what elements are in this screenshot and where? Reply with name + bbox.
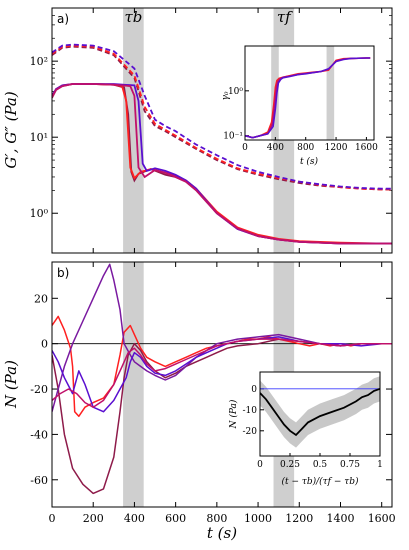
y-tick-label: 20 bbox=[34, 292, 48, 305]
ticks-a: 10⁰ 10¹ 10² bbox=[30, 8, 392, 253]
inset-y-tick-label: 10⁰ bbox=[228, 87, 243, 97]
series-b bbox=[52, 263, 392, 495]
inset-x-tick-label: 1200 bbox=[325, 143, 348, 153]
axes-frame-b bbox=[51, 261, 393, 508]
x-tick-label: 200 bbox=[83, 512, 104, 525]
x-tick-label: 1000 bbox=[244, 512, 272, 525]
x-tick-label: 1400 bbox=[326, 512, 354, 525]
inset-x-tick-label: 1 bbox=[377, 460, 383, 470]
x-tick-label: 0 bbox=[49, 512, 56, 525]
band-label-taub: τb bbox=[124, 8, 142, 26]
y-tick-label: -60 bbox=[30, 474, 48, 487]
x-tick-label: 600 bbox=[165, 512, 186, 525]
ticks-b: 0 200 400 600 800 1000 1200 1400 1600-60-40-2002… bbox=[30, 262, 396, 525]
series-a bbox=[52, 43, 392, 245]
y-tick-label: -40 bbox=[30, 428, 48, 441]
inset-x-tick-label: 1600 bbox=[355, 143, 378, 153]
series-line-dashed-6 bbox=[52, 43, 392, 190]
inset-x-tick-label: 400 bbox=[267, 143, 284, 153]
x-tick-label: 1200 bbox=[285, 512, 313, 525]
panel-label-a: a) bbox=[57, 12, 69, 26]
inset-y-tick-label: -20 bbox=[243, 427, 258, 437]
series-line-solid-3 bbox=[52, 83, 392, 245]
inset-b-ylabel: N (Pa) bbox=[228, 399, 239, 429]
shaded-band bbox=[123, 8, 144, 253]
series-line-4 bbox=[52, 338, 392, 408]
inset-b-frame bbox=[259, 371, 381, 457]
inset-a-ylabel: γ₀ bbox=[221, 91, 231, 100]
y-tick-label: 10⁰ bbox=[30, 207, 49, 220]
inset-b: 0 0.25 0.5 0.75 1 -20 -10 0 N (Pa) (t − τb)/(τf… bbox=[228, 371, 383, 487]
y-axis-label-b: N (Pa) bbox=[2, 360, 20, 409]
x-tick-label: 400 bbox=[124, 512, 145, 525]
inset-b-xlabel: (t − τb)/(τf − τb) bbox=[281, 476, 358, 487]
inset-y-tick-label: -10 bbox=[243, 406, 258, 416]
band-label-tauf: τf bbox=[277, 8, 293, 26]
axes-frame-a bbox=[51, 7, 393, 254]
x-axis-label: t (s) bbox=[207, 524, 237, 542]
inset-a-frame bbox=[244, 45, 375, 141]
inset-a-line-2 bbox=[245, 57, 371, 139]
x-tick-label: 800 bbox=[206, 512, 227, 525]
inset-a-xlabel: t (s) bbox=[300, 156, 319, 167]
series-line-2 bbox=[52, 263, 392, 412]
inset-shaded-band bbox=[326, 46, 335, 140]
y-tick-label: -20 bbox=[30, 383, 48, 396]
inset-x-tick-label: 0.75 bbox=[340, 460, 360, 470]
inset-x-tick-label: 0.25 bbox=[280, 460, 300, 470]
inset-x-tick-label: 0.5 bbox=[313, 460, 328, 470]
inset-y-tick-label: 0 bbox=[251, 385, 257, 395]
panel-label-b: b) bbox=[57, 266, 69, 280]
y-tick-label: 0 bbox=[41, 338, 48, 351]
inset-x-tick-label: 0 bbox=[257, 460, 263, 470]
inset-a-background bbox=[245, 46, 374, 140]
y-tick-label: 10² bbox=[30, 55, 48, 68]
inset-b-series bbox=[260, 387, 380, 437]
y-axis-label-a: G′, G″ (Pa) bbox=[2, 91, 20, 168]
shaded-band bbox=[123, 262, 144, 507]
inset-b-mean-line bbox=[260, 387, 380, 437]
inset-x-tick-label: 0 bbox=[242, 143, 248, 153]
inset-y-tick-label: 10⁻¹ bbox=[223, 132, 243, 142]
inset-x-tick-label: 800 bbox=[297, 143, 314, 153]
inset-a: 0 400 800 1200 1600 10⁻¹ 10⁰ γ₀ t (s) bbox=[221, 45, 378, 167]
inset-a-series bbox=[245, 57, 371, 139]
y-tick-label: 10¹ bbox=[30, 131, 48, 144]
x-tick-label: 1600 bbox=[368, 512, 396, 525]
